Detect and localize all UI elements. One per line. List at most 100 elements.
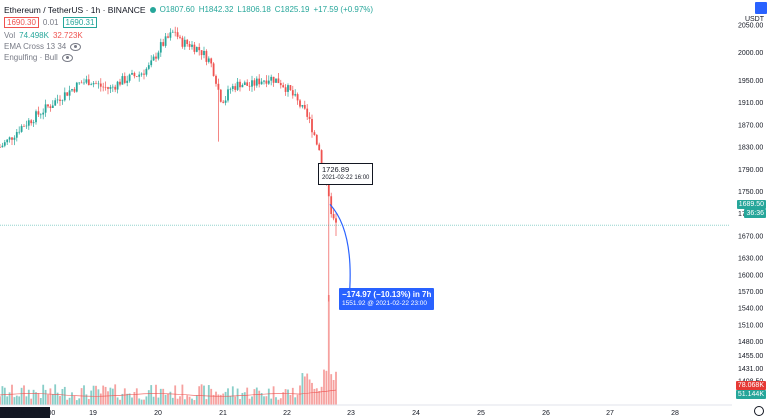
engulfing-indicator-label[interactable]: Engulfing · Bull [4, 52, 58, 62]
volume-bar [236, 388, 239, 405]
candle-body [152, 56, 155, 61]
candle-body [90, 84, 93, 86]
volume-bar [87, 399, 90, 405]
volume-bar [267, 388, 270, 405]
candle-body [126, 80, 129, 83]
volume-bar [162, 388, 165, 405]
volume-bar [207, 385, 210, 405]
volume-bar [325, 370, 328, 405]
candle-body [123, 76, 126, 83]
candle-body [282, 85, 285, 88]
candle-body [155, 56, 157, 59]
volume-bar [68, 397, 71, 405]
volume-bar [272, 386, 275, 405]
candle-body [15, 132, 18, 138]
volume-bar [279, 398, 282, 405]
volume-bar [186, 395, 189, 405]
ema-indicator-label[interactable]: EMA Cross 13 34 [4, 41, 67, 51]
volume-bar [210, 388, 213, 405]
measure-label[interactable]: −174.97 (−10.13%) in 7h 1551.92 @ 2021-0… [339, 288, 435, 310]
x-tick-label: 19 [89, 410, 97, 417]
volume-value-2: 32.723K [52, 30, 83, 40]
auto-scale-button[interactable] [755, 2, 767, 14]
ask-price[interactable]: 1690.31 [62, 17, 98, 28]
candle-body [25, 125, 28, 127]
candle-body [183, 39, 186, 47]
origin-time: 2021-02-22 16:00 [322, 175, 370, 181]
volume-bar [114, 384, 117, 405]
bid-price[interactable]: 1690.30 [4, 17, 39, 28]
candle-body [51, 105, 54, 108]
y-tick-label: 1670.00 [738, 233, 763, 240]
volume-bar [78, 398, 81, 405]
volume-bar [234, 396, 237, 405]
volume-bar [30, 398, 33, 405]
candle-body [315, 134, 318, 145]
candle-body [246, 82, 249, 86]
volume-bar [294, 397, 297, 405]
volume-bar [299, 385, 301, 405]
volume-bar [138, 398, 141, 405]
symbol-title[interactable]: Ethereum / TetherUS · 1h · BINANCE [4, 4, 146, 15]
measure-change: −174.97 (−10.13%) in 7h [342, 290, 432, 299]
candle-body [253, 80, 256, 86]
volume-indicator-label[interactable]: Vol [4, 30, 16, 40]
gear-icon[interactable] [754, 406, 764, 416]
candle-body [54, 100, 57, 106]
volume-bar [32, 389, 35, 405]
candle-body [97, 83, 100, 85]
volume-bar [188, 396, 191, 405]
volume-bar [128, 393, 131, 405]
volume-bar [150, 385, 153, 405]
candle-body [20, 126, 23, 132]
volume-bar [265, 396, 268, 405]
candle-body [289, 85, 292, 91]
candle-body [140, 73, 143, 75]
volume-bar [126, 393, 129, 405]
eye-icon[interactable] [61, 53, 73, 62]
legend: Ethereum / TetherUS · 1h · BINANCE O1807… [4, 4, 373, 63]
candle-body [157, 52, 160, 59]
volume-bar [301, 373, 304, 405]
candle-body [210, 58, 213, 64]
x-tick-label: 27 [606, 410, 614, 417]
volume-bar [47, 394, 49, 405]
candle-body [193, 44, 196, 52]
candle-body [49, 106, 52, 108]
candle-body [59, 99, 61, 101]
candle-body [1, 145, 4, 148]
volume-bar [303, 376, 306, 405]
candle-body [171, 31, 174, 33]
candlesticks [0, 26, 337, 302]
x-tick-label: 28 [671, 410, 679, 417]
candle-body [133, 73, 136, 77]
candle-body [195, 46, 198, 52]
y-tick-label: 1950.00 [738, 78, 763, 85]
candle-body [308, 116, 311, 119]
candle-body [75, 82, 78, 92]
volume-bar [195, 395, 198, 405]
eye-icon[interactable] [70, 42, 82, 51]
volume-bar [75, 400, 78, 405]
spread-value: 0.01 [42, 17, 59, 27]
y-tick-label: 1455.00 [738, 353, 763, 360]
volume-bar [255, 387, 258, 405]
volume-bar [119, 399, 121, 405]
candle-body [306, 108, 309, 117]
volume-bar [231, 386, 234, 405]
y-tick-label: 1790.00 [738, 167, 763, 174]
volume-bar [25, 396, 28, 405]
volume-bar [277, 399, 280, 405]
candle-body [186, 39, 189, 45]
candle-body [18, 131, 21, 133]
volume-bar [109, 387, 112, 405]
candle-body [320, 150, 323, 164]
volume-bar [95, 385, 97, 405]
volume-bar [284, 389, 287, 405]
candle-body [78, 82, 81, 84]
volume-bar [131, 397, 133, 405]
volume-bar [6, 396, 9, 405]
candle-body [99, 83, 102, 87]
candle-body [181, 37, 184, 47]
candle-body [114, 86, 117, 90]
